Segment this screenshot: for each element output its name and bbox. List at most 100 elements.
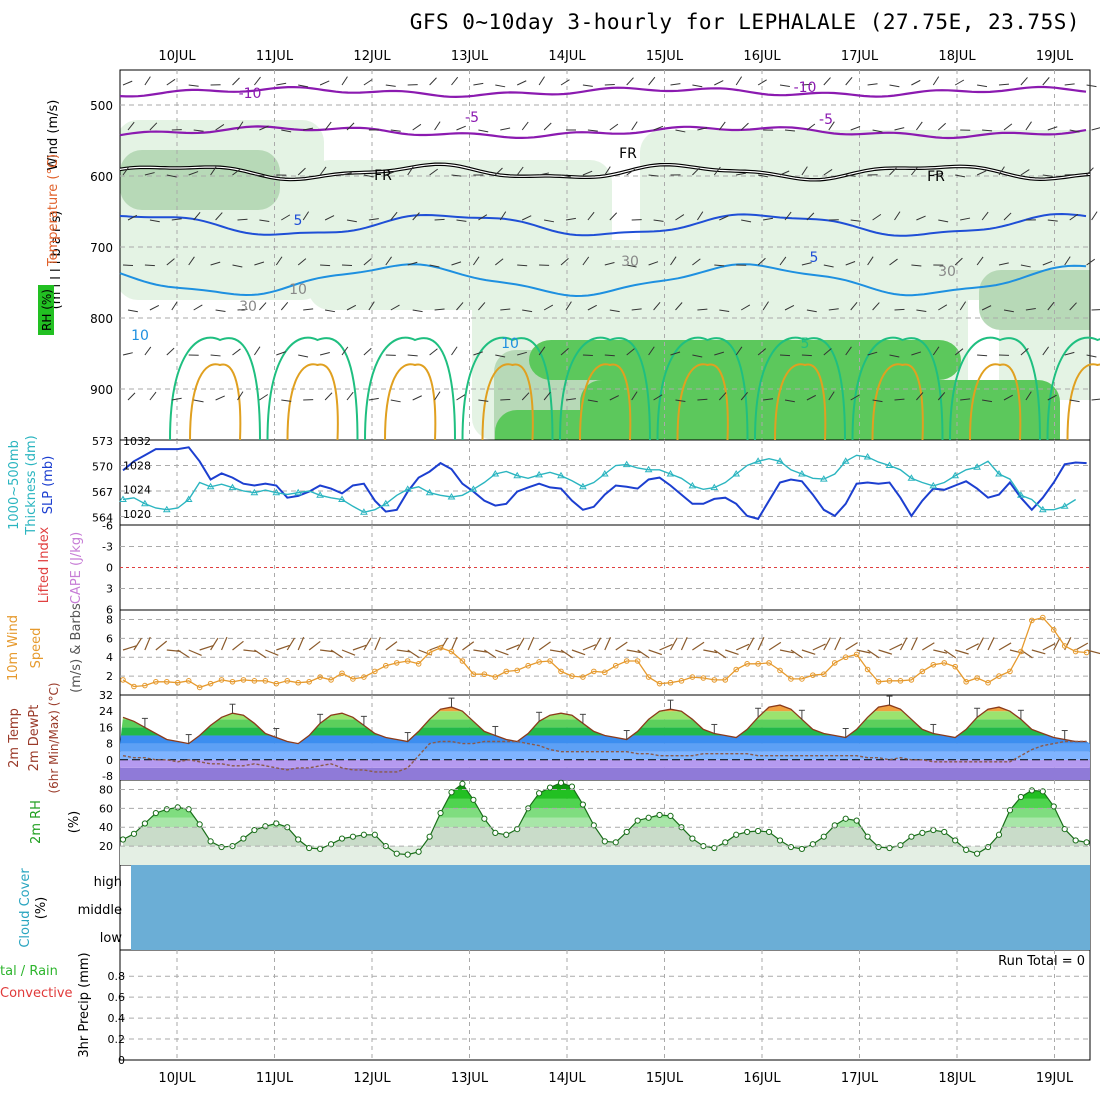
precip-axis-label: 3hr Precip (mm) xyxy=(77,952,92,1057)
wind-barb xyxy=(801,262,812,266)
precip-tick: 0 xyxy=(118,1054,125,1067)
wind-barb xyxy=(741,219,752,223)
precip-label-conv: Convective xyxy=(0,986,73,1001)
thickness-axis-top: 1000~500mb xyxy=(7,440,22,530)
wind10-marker xyxy=(262,678,269,684)
contour-label: -10 xyxy=(239,86,262,102)
wind-barb xyxy=(500,308,511,311)
pressure-tick: 900 xyxy=(90,383,113,397)
wind-barb xyxy=(889,167,897,176)
wind-barb xyxy=(215,395,225,401)
wind-barb xyxy=(368,397,379,401)
contour-15 xyxy=(559,336,651,441)
wind10-marker xyxy=(383,662,389,669)
wind10-barb xyxy=(713,649,727,659)
rh2m-marker xyxy=(897,842,904,849)
wind-barb xyxy=(653,219,664,222)
slp-tick: 1032 xyxy=(123,435,151,448)
wind-barb xyxy=(937,392,946,401)
wind10-marker xyxy=(120,677,126,683)
wind-barb xyxy=(1064,256,1071,266)
wind-barb xyxy=(626,348,635,356)
thickness-marker xyxy=(513,471,522,479)
wind10-barb xyxy=(604,636,612,651)
wind-barb xyxy=(149,219,160,223)
thickness-marker xyxy=(469,485,478,492)
rh2m-marker xyxy=(1039,788,1046,795)
wind10-barb xyxy=(506,644,520,651)
wind-barb xyxy=(1003,123,1013,131)
wind-barb xyxy=(565,217,576,221)
rh2m-marker xyxy=(459,780,466,787)
wind-barb xyxy=(626,264,637,268)
rh2m-marker xyxy=(765,828,773,836)
wind-barb xyxy=(784,211,792,221)
wind-barb xyxy=(407,261,418,266)
rh2m-marker xyxy=(1061,826,1068,833)
wind-barb xyxy=(434,308,445,311)
wind10-marker xyxy=(941,660,948,666)
wind10-marker xyxy=(985,679,991,686)
temp-band-warm xyxy=(120,735,1090,744)
wind-barb xyxy=(429,348,438,356)
contour-20 xyxy=(871,363,924,441)
wind10-barb xyxy=(276,644,290,651)
wind-barb xyxy=(609,212,618,221)
wind-barb xyxy=(872,399,883,403)
cloud-level-label: middle xyxy=(78,903,122,918)
wind10-barb xyxy=(462,641,475,651)
wind10-marker xyxy=(580,674,586,680)
thickness-marker xyxy=(710,483,719,491)
wind10-marker xyxy=(689,674,696,680)
thickness-marker xyxy=(579,482,587,490)
wind-barb xyxy=(845,174,856,177)
wind10-barb xyxy=(943,649,957,659)
wind10-barb xyxy=(450,636,458,651)
temp2m-label-3: (6hr Min/Max) (°C) xyxy=(47,682,61,793)
rh2m-marker xyxy=(787,843,795,851)
wind-barb xyxy=(1086,258,1096,266)
wind-barb xyxy=(144,172,155,176)
contour-label: 5 xyxy=(801,336,810,352)
wind10-marker xyxy=(196,684,203,691)
contour-label: FR xyxy=(927,169,945,185)
wind10-barb xyxy=(659,643,673,651)
wind10-marker xyxy=(284,678,291,684)
wind-barb xyxy=(653,125,664,131)
wind-barb xyxy=(801,83,812,86)
rh2m-marker xyxy=(798,845,806,853)
contour-15 xyxy=(949,336,1041,441)
wind-barb xyxy=(232,168,241,176)
temp2m-label-1: 2m Temp xyxy=(7,708,22,768)
wind-barb xyxy=(894,398,905,401)
date-label-top: 14JUL xyxy=(548,49,586,64)
rh2m-marker xyxy=(251,826,258,834)
wind-barb xyxy=(981,211,989,221)
wind-barb xyxy=(740,391,748,401)
wind-barb xyxy=(232,348,241,356)
wind-barb xyxy=(982,399,993,403)
wind10-label-1: 10m Wind xyxy=(6,615,21,681)
temp-tick: 0 xyxy=(106,754,113,767)
rh-legend-swatch xyxy=(38,285,54,335)
wind10-barb xyxy=(308,640,321,651)
wind10-marker xyxy=(766,660,772,666)
wind10-barb xyxy=(374,636,381,651)
wind-barb xyxy=(976,170,987,176)
wind-barb xyxy=(779,354,791,357)
wind-barb xyxy=(1091,398,1100,401)
thickness-marker xyxy=(425,488,434,496)
wind10-barb xyxy=(899,637,908,651)
wind-barb xyxy=(429,264,440,268)
wind10-marker xyxy=(788,676,794,682)
wind-barb xyxy=(609,309,620,313)
wind10-label-3: (m/s) & Barbs xyxy=(69,603,84,693)
wind-barb xyxy=(938,304,948,311)
wind-barb xyxy=(298,84,309,88)
wind-barb xyxy=(237,121,244,131)
wind-barb xyxy=(451,346,458,356)
wind-barb xyxy=(1003,394,1014,401)
wind-barb xyxy=(385,256,392,266)
wind10-barb xyxy=(735,643,750,651)
